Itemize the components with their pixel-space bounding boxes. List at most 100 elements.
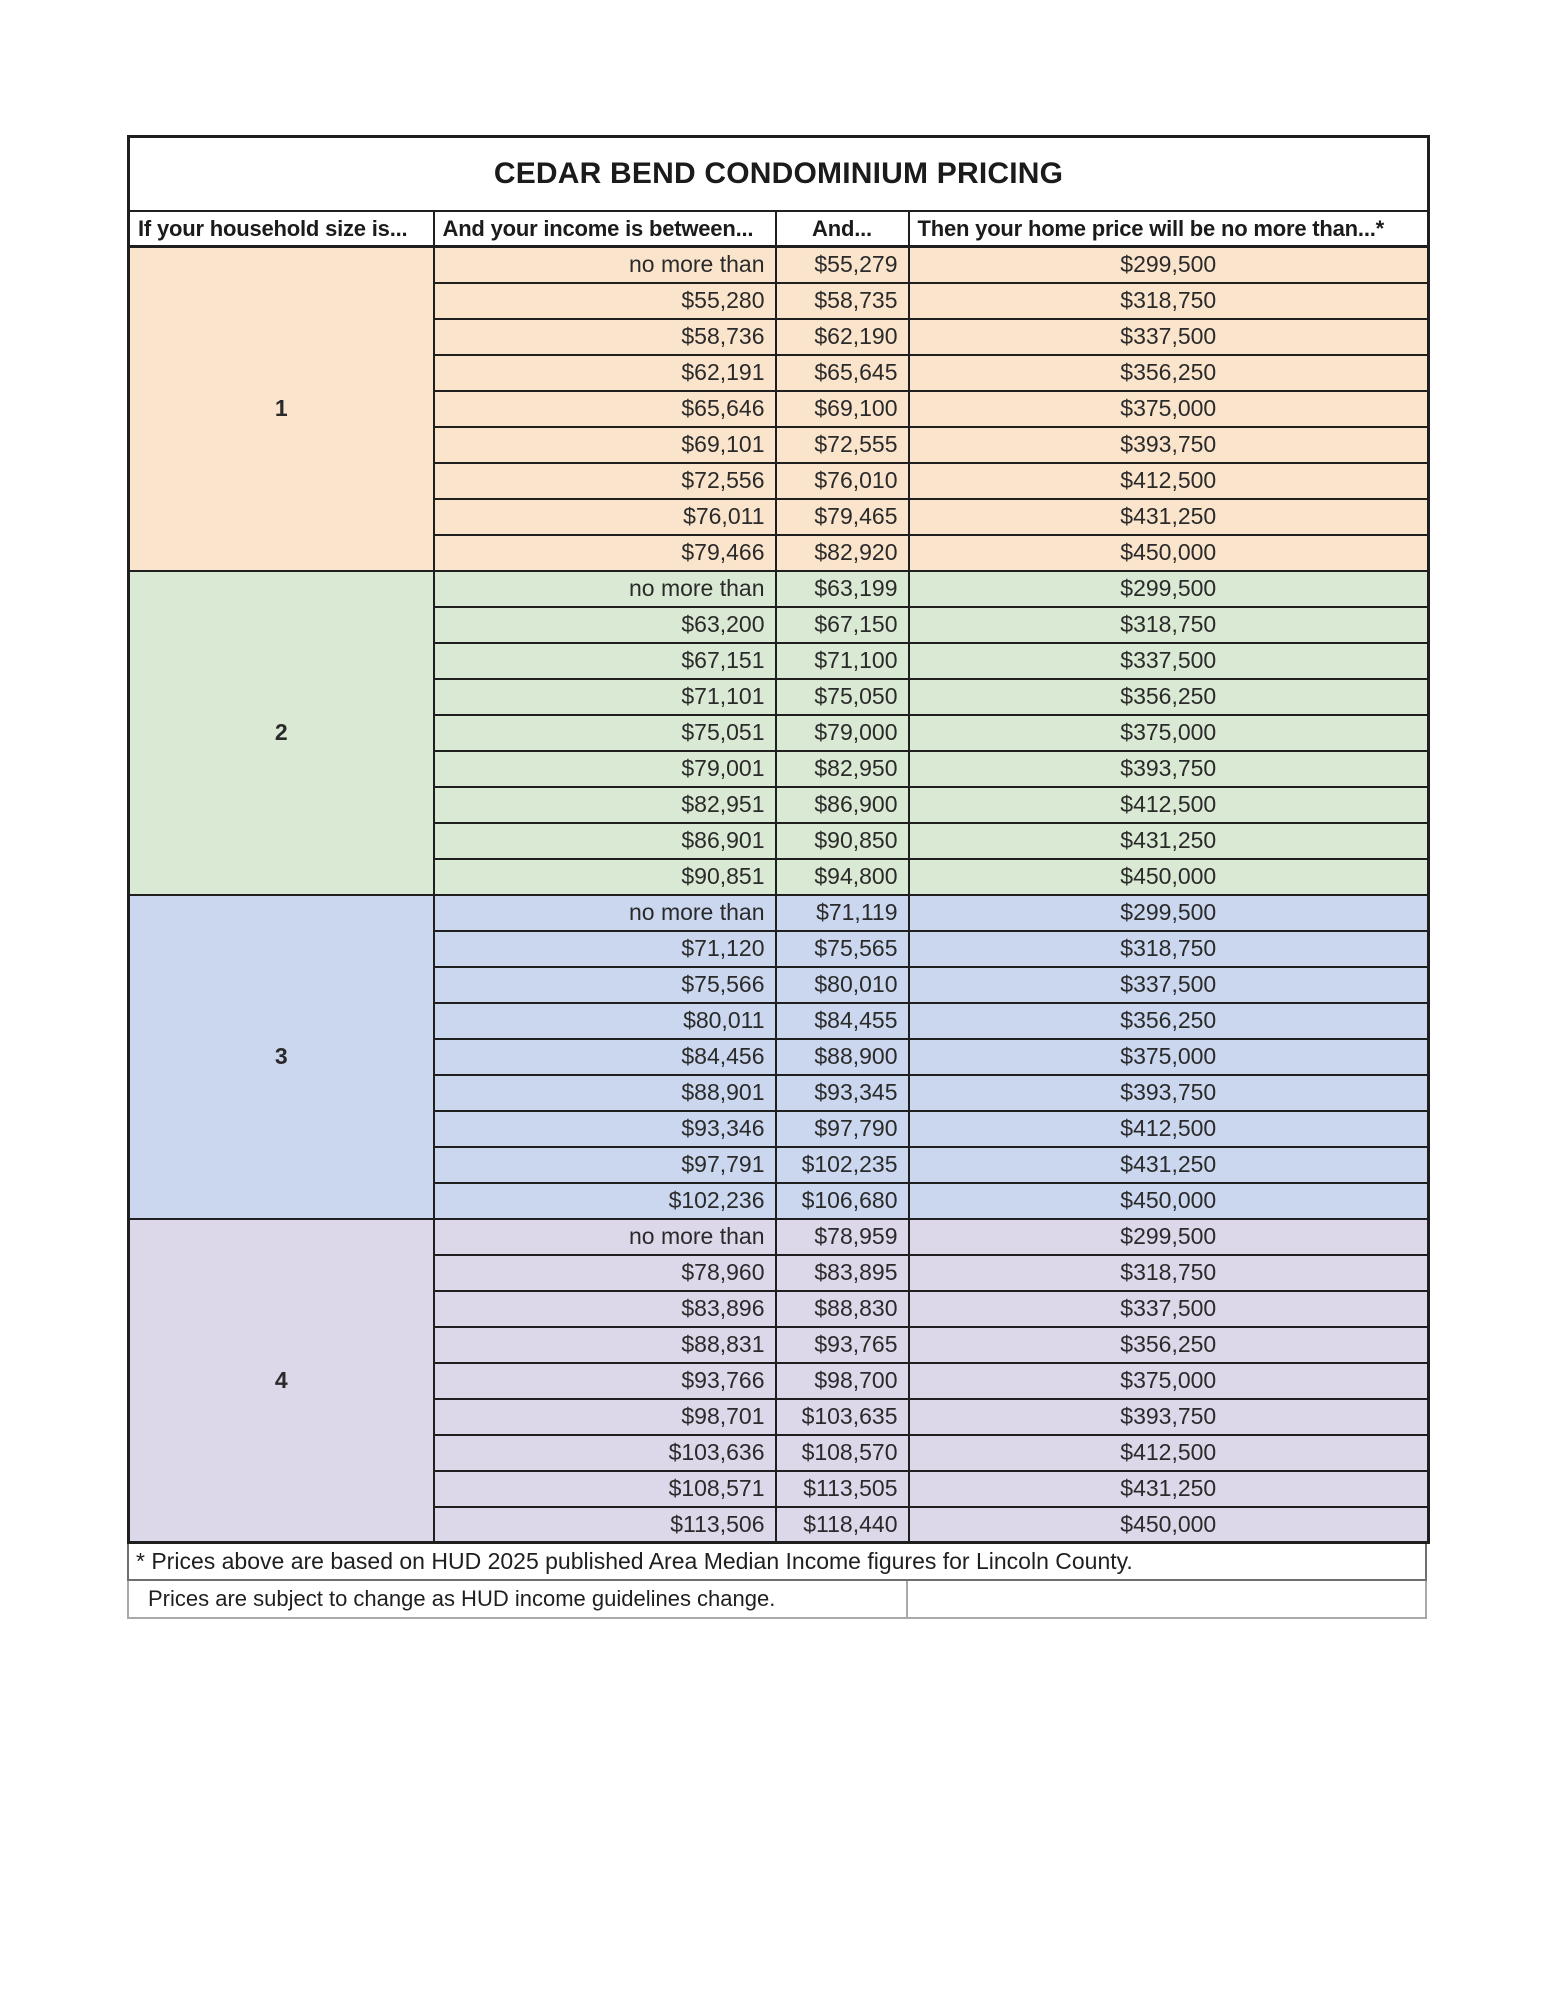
income-min-cell: $76,011 bbox=[432, 497, 777, 536]
home-price-cell: $412,500 bbox=[907, 1109, 1430, 1148]
income-max-cell: $82,920 bbox=[774, 533, 910, 572]
footnote-empty-cell bbox=[908, 1581, 1427, 1619]
table-row: $78,960 $83,895 $318,750 bbox=[129, 1253, 1430, 1292]
home-price-cell: $318,750 bbox=[907, 1253, 1430, 1292]
table-row: $67,151 $71,100 $337,500 bbox=[129, 641, 1430, 680]
income-max-cell: $90,850 bbox=[774, 821, 910, 860]
income-max-cell: $69,100 bbox=[774, 389, 910, 428]
table-row: $82,951 $86,900 $412,500 bbox=[129, 785, 1430, 824]
table-row: $76,011 $79,465 $431,250 bbox=[129, 497, 1430, 536]
footnote-subject-to-change: Prices are subject to change as HUD inco… bbox=[127, 1581, 908, 1619]
home-price-cell: $375,000 bbox=[907, 713, 1430, 752]
income-min-cell: $84,456 bbox=[432, 1037, 777, 1076]
col-header-income-min: And your income is between... bbox=[432, 210, 777, 248]
table-row: $71,101 $75,050 $356,250 bbox=[129, 677, 1430, 716]
table-row: $55,280 $58,735 $318,750 bbox=[129, 281, 1430, 320]
table-row: $62,191 $65,645 $356,250 bbox=[129, 353, 1430, 392]
table-row: $108,571 $113,505 $431,250 bbox=[129, 1469, 1430, 1508]
income-min-cell: $55,280 bbox=[432, 281, 777, 320]
income-min-cell: $71,120 bbox=[432, 929, 777, 968]
income-max-cell: $76,010 bbox=[774, 461, 910, 500]
income-min-cell: no more than bbox=[432, 893, 777, 932]
income-max-cell: $80,010 bbox=[774, 965, 910, 1004]
income-min-cell: $88,901 bbox=[432, 1073, 777, 1112]
home-price-cell: $450,000 bbox=[907, 857, 1430, 896]
income-max-cell: $71,100 bbox=[774, 641, 910, 680]
income-min-cell: $88,831 bbox=[432, 1325, 777, 1364]
table-row: 4 no more than $78,959 $299,500 bbox=[127, 1217, 1430, 1544]
income-max-cell: $108,570 bbox=[774, 1433, 910, 1472]
income-max-cell: $113,505 bbox=[774, 1469, 910, 1508]
income-min-cell: $75,051 bbox=[432, 713, 777, 752]
home-price-cell: $375,000 bbox=[907, 1037, 1430, 1076]
household-size-cell: 3 bbox=[127, 893, 435, 1220]
income-min-cell: $93,766 bbox=[432, 1361, 777, 1400]
income-max-cell: $58,735 bbox=[774, 281, 910, 320]
income-max-cell: $63,199 bbox=[774, 569, 910, 608]
home-price-cell: $431,250 bbox=[907, 1145, 1430, 1184]
table-row: $88,831 $93,765 $356,250 bbox=[129, 1325, 1430, 1364]
home-price-cell: $337,500 bbox=[907, 641, 1430, 680]
household-size-cell: 4 bbox=[127, 1217, 435, 1544]
home-price-cell: $450,000 bbox=[907, 1181, 1430, 1220]
income-max-cell: $79,465 bbox=[774, 497, 910, 536]
income-min-cell: $93,346 bbox=[432, 1109, 777, 1148]
col-header-household-size: If your household size is... bbox=[127, 210, 435, 248]
table-row: $93,346 $97,790 $412,500 bbox=[129, 1109, 1430, 1148]
table-row: $71,120 $75,565 $318,750 bbox=[129, 929, 1430, 968]
table-row: $80,011 $84,455 $356,250 bbox=[129, 1001, 1430, 1040]
table-row: $63,200 $67,150 $318,750 bbox=[129, 605, 1430, 644]
home-price-cell: $412,500 bbox=[907, 461, 1430, 500]
income-max-cell: $75,050 bbox=[774, 677, 910, 716]
income-max-cell: $65,645 bbox=[774, 353, 910, 392]
income-min-cell: $79,001 bbox=[432, 749, 777, 788]
home-price-cell: $337,500 bbox=[907, 965, 1430, 1004]
income-max-cell: $78,959 bbox=[774, 1217, 910, 1256]
table-row: $93,766 $98,700 $375,000 bbox=[129, 1361, 1430, 1400]
income-max-cell: $72,555 bbox=[774, 425, 910, 464]
income-min-cell: $75,566 bbox=[432, 965, 777, 1004]
home-price-cell: $450,000 bbox=[907, 1505, 1430, 1544]
income-min-cell: $102,236 bbox=[432, 1181, 777, 1220]
home-price-cell: $299,500 bbox=[907, 569, 1430, 608]
home-price-cell: $450,000 bbox=[907, 533, 1430, 572]
table-row: $90,851 $94,800 $450,000 bbox=[129, 857, 1430, 896]
pricing-table: CEDAR BEND CONDOMINIUM PRICING If your h… bbox=[127, 135, 1431, 1544]
home-price-cell: $393,750 bbox=[907, 1073, 1430, 1112]
income-max-cell: $98,700 bbox=[774, 1361, 910, 1400]
table-row: $79,466 $82,920 $450,000 bbox=[129, 533, 1430, 572]
table-row: $103,636 $108,570 $412,500 bbox=[129, 1433, 1430, 1472]
col-header-home-price: Then your home price will be no more tha… bbox=[907, 210, 1430, 248]
income-min-cell: $108,571 bbox=[432, 1469, 777, 1508]
income-max-cell: $102,235 bbox=[774, 1145, 910, 1184]
household-size-cell: 1 bbox=[127, 245, 435, 572]
income-max-cell: $86,900 bbox=[774, 785, 910, 824]
table-row: $58,736 $62,190 $337,500 bbox=[129, 317, 1430, 356]
col-header-income-max: And... bbox=[774, 210, 910, 248]
income-max-cell: $83,895 bbox=[774, 1253, 910, 1292]
home-price-cell: $356,250 bbox=[907, 677, 1430, 716]
home-price-cell: $318,750 bbox=[907, 281, 1430, 320]
income-max-cell: $97,790 bbox=[774, 1109, 910, 1148]
income-min-cell: $72,556 bbox=[432, 461, 777, 500]
income-max-cell: $75,565 bbox=[774, 929, 910, 968]
home-price-cell: $299,500 bbox=[907, 1217, 1430, 1256]
header-row: If your household size is... And your in… bbox=[127, 210, 1430, 248]
income-max-cell: $103,635 bbox=[774, 1397, 910, 1436]
income-min-cell: $58,736 bbox=[432, 317, 777, 356]
home-price-cell: $375,000 bbox=[907, 1361, 1430, 1400]
income-max-cell: $94,800 bbox=[774, 857, 910, 896]
income-min-cell: $69,101 bbox=[432, 425, 777, 464]
table-row: 2 no more than $63,199 $299,500 bbox=[127, 569, 1430, 896]
income-min-cell: $80,011 bbox=[432, 1001, 777, 1040]
table-row: $84,456 $88,900 $375,000 bbox=[129, 1037, 1430, 1076]
home-price-cell: $337,500 bbox=[907, 1289, 1430, 1328]
pricing-sheet: CEDAR BEND CONDOMINIUM PRICING If your h… bbox=[127, 135, 1431, 1619]
home-price-cell: $356,250 bbox=[907, 353, 1430, 392]
income-max-cell: $93,345 bbox=[774, 1073, 910, 1112]
home-price-cell: $412,500 bbox=[907, 1433, 1430, 1472]
income-min-cell: $86,901 bbox=[432, 821, 777, 860]
home-price-cell: $412,500 bbox=[907, 785, 1430, 824]
table-row: $75,566 $80,010 $337,500 bbox=[129, 965, 1430, 1004]
income-max-cell: $118,440 bbox=[774, 1505, 910, 1544]
